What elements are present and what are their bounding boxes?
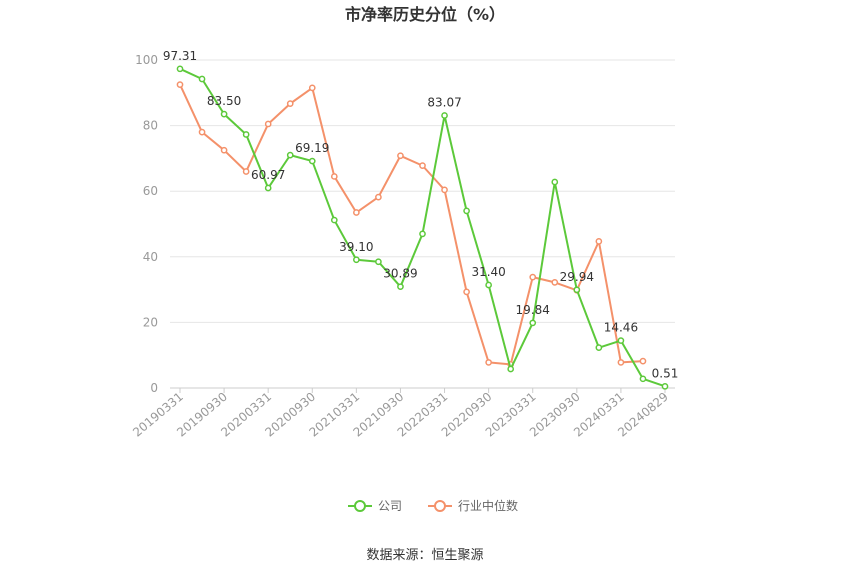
data-point	[529, 319, 537, 327]
y-tick-label: 60	[143, 184, 158, 198]
data-label: 39.10	[339, 240, 373, 254]
data-point	[485, 359, 492, 366]
data-point	[661, 382, 669, 390]
data-point	[551, 178, 559, 186]
data-point	[176, 81, 184, 88]
y-axis: 0 20 40 60 80 100	[135, 53, 158, 395]
data-point	[595, 344, 603, 352]
chart-title: 市净率历史分位（%）	[345, 5, 505, 24]
data-point	[419, 230, 426, 238]
data-point	[308, 157, 316, 165]
y-tick-label: 100	[135, 53, 158, 67]
legend-swatch-marker	[354, 500, 366, 512]
series-line	[179, 84, 644, 366]
data-point	[353, 209, 360, 216]
y-tick-label: 0	[150, 381, 158, 395]
data-point	[617, 337, 625, 344]
data-point	[485, 281, 492, 289]
data-point	[353, 256, 360, 264]
data-point	[330, 173, 338, 180]
data-point	[639, 357, 647, 365]
data-label: 29.94	[560, 270, 594, 284]
data-point	[264, 184, 272, 192]
data-label: 14.46	[604, 321, 638, 335]
series-layer	[176, 65, 669, 390]
legend-label: 公司	[378, 499, 402, 513]
data-label: 0.51	[652, 366, 679, 380]
data-point	[330, 216, 338, 224]
data-point	[286, 100, 294, 107]
data-label: 69.19	[295, 141, 329, 155]
data-point	[397, 152, 404, 160]
data-point	[375, 193, 382, 201]
data-point	[441, 186, 448, 194]
grid	[170, 59, 675, 323]
data-label: 97.31	[163, 49, 197, 63]
data-point	[551, 279, 559, 286]
data-point	[639, 375, 647, 383]
data-labels: 97.31 83.50 60.97 69.19 39.10 30.89 83.07 31.40…	[163, 49, 679, 381]
data-point	[264, 120, 272, 128]
legend-swatch-marker	[434, 500, 446, 512]
source-note: 数据来源：恒生聚源	[366, 548, 483, 563]
data-point	[529, 273, 537, 281]
y-tick-label: 40	[143, 250, 158, 264]
data-point	[507, 365, 515, 373]
legend-label: 行业中位数	[458, 498, 518, 513]
data-point	[573, 286, 581, 294]
data-label: 19.84	[516, 303, 550, 317]
data-label: 83.07	[427, 96, 461, 110]
data-label: 83.50	[207, 94, 241, 108]
data-point	[242, 168, 250, 175]
data-point	[463, 207, 470, 215]
data-point	[419, 162, 426, 169]
data-point	[463, 288, 470, 296]
data-point	[397, 283, 404, 291]
data-point	[242, 131, 250, 138]
series-line	[179, 67, 666, 388]
data-point	[286, 151, 294, 159]
data-label: 30.89	[383, 267, 417, 281]
data-point	[220, 146, 228, 154]
x-axis: 2019033120190930202003312020093020210331…	[130, 387, 675, 440]
data-label: 60.97	[251, 168, 285, 182]
data-point	[198, 128, 206, 136]
data-point	[375, 258, 382, 266]
data-point	[198, 75, 206, 83]
y-tick-label: 80	[143, 119, 158, 133]
data-point	[220, 110, 228, 118]
data-point	[176, 65, 184, 73]
data-label: 31.40	[471, 265, 505, 279]
data-point	[595, 238, 603, 245]
data-point	[308, 84, 316, 92]
y-tick-label: 20	[143, 315, 158, 329]
legend[interactable]: 公司 行业中位数	[348, 498, 518, 513]
data-point	[441, 112, 448, 119]
data-point	[617, 359, 625, 366]
